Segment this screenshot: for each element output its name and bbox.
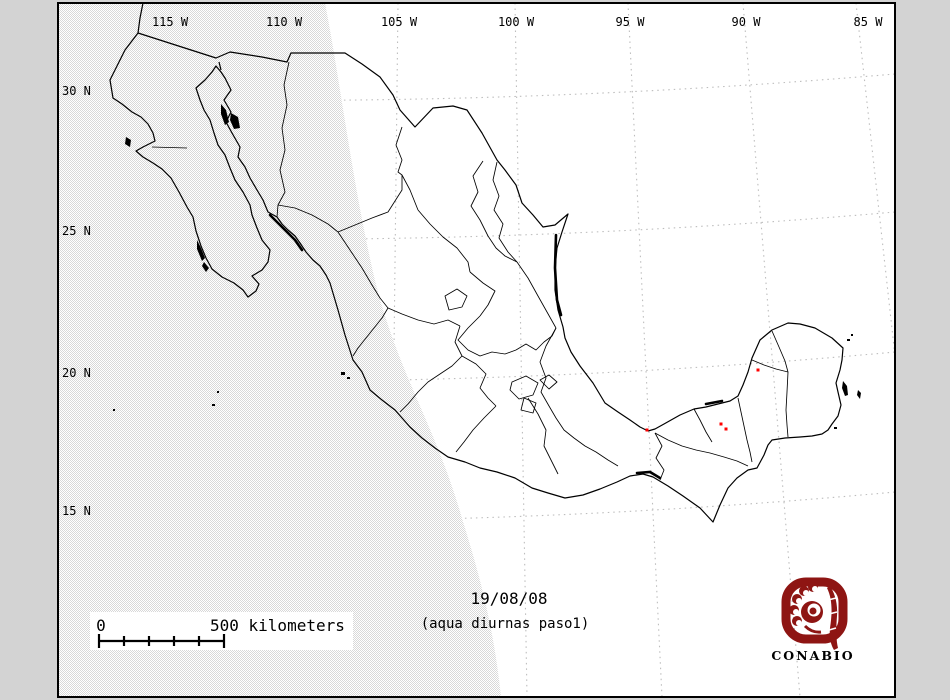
map-frame — [57, 2, 896, 698]
logo-emblem-figure — [789, 582, 838, 650]
scale-bar-ruler — [97, 634, 226, 648]
mexico-outline — [109, 3, 844, 523]
conabio-logo: CONABIO — [771, 577, 854, 663]
parallel-label: 25 N — [62, 224, 91, 238]
pass-subtitle-label: (aqua diurnas paso1) — [421, 616, 590, 632]
meridian-label: 110 W — [266, 15, 303, 29]
mar-muerto-coast — [635, 470, 662, 480]
fire-detection-dot — [645, 428, 649, 432]
meridian-label: 90 W — [732, 15, 762, 29]
scale-bar: 0 500 kilometers — [90, 612, 353, 650]
longitude-labels: 115 W 110 W 105 W 100 W 95 W 90 W 85 W — [152, 15, 883, 29]
scale-end-label: 500 kilometers — [210, 616, 345, 635]
scale-bar-background — [90, 612, 353, 650]
fire-detection-dot — [719, 422, 723, 426]
parallel-label: 30 N — [62, 84, 91, 98]
meridian-label: 85 W — [854, 15, 884, 29]
meridian-label: 95 W — [616, 15, 646, 29]
scale-start-label: 0 — [96, 616, 106, 635]
parallel-label: 15 N — [62, 504, 91, 518]
meridian-label: 100 W — [498, 15, 535, 29]
fire-detection-dot — [756, 368, 760, 372]
sinaloa-coast — [268, 213, 304, 252]
islands — [113, 104, 861, 429]
meridian-label: 105 W — [381, 15, 418, 29]
isla-del-carmen — [704, 399, 724, 406]
state-boundaries — [151, 61, 789, 481]
fire-detection-dot — [724, 427, 728, 431]
fire-detections — [645, 368, 760, 432]
date-label: 19/08/08 — [470, 589, 547, 608]
logo-ring — [781, 577, 848, 644]
parallel-label: 20 N — [62, 366, 91, 380]
laguna-madre-coast — [553, 233, 563, 317]
logo-text: CONABIO — [771, 648, 854, 663]
meridian-label: 115 W — [152, 15, 189, 29]
latitude-labels: 30 N 25 N 20 N 15 N — [62, 84, 91, 518]
